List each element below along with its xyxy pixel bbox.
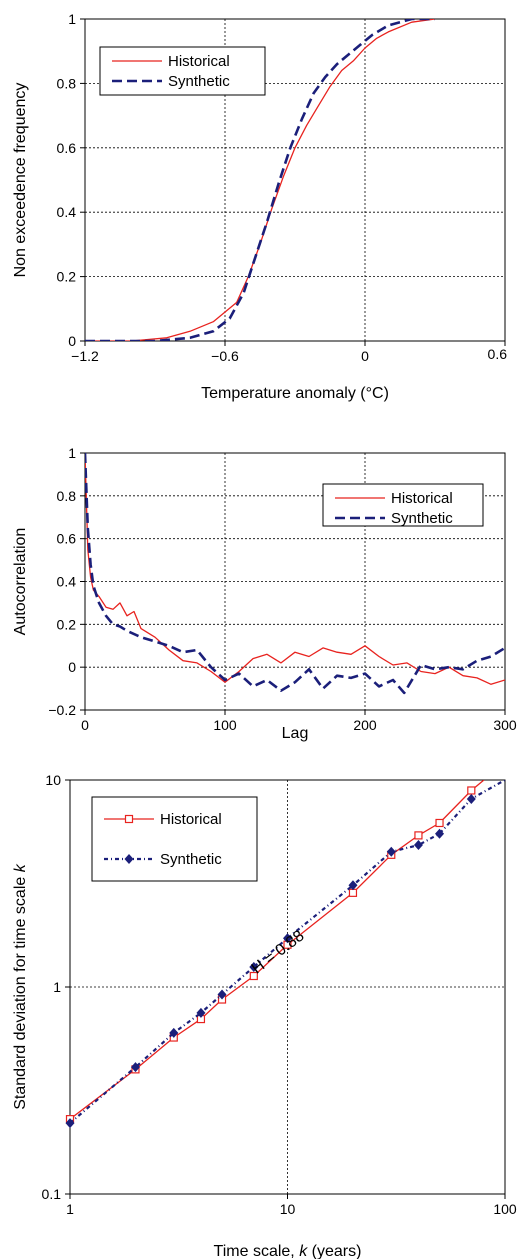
data-point-synthetic [169,1027,179,1038]
legend-label-historical: Historical [160,811,222,828]
y-tick-label: 0.8 [57,75,77,91]
legend-label-synthetic: Synthetic [391,510,453,527]
chart-2: −0.2 0 0.2 0.4 0.6 0.8 1 0 100 200 300 Lag Autocorre… [12,445,517,742]
y-tick-label: 0 [68,659,76,675]
series-line-synthetic [85,453,505,695]
legend: Historical Synthetic [99,46,266,96]
series-line-synthetic [85,19,435,341]
x-tick-label: 200 [353,717,377,733]
data-point-synthetic [283,933,292,944]
y-tick-label: 0.6 [57,140,77,156]
legend-label-synthetic: Synthetic [168,73,230,90]
y-tick-label: 10 [45,772,61,788]
y-tick-label: 0.6 [57,531,77,547]
y-tick-label: 1 [53,979,61,995]
y-axis-label: Non exceedence frequency [12,83,29,278]
data-point-historical [249,971,258,981]
chart-1: 0 0.2 0.4 0.6 0.8 1 −1.2 −0.6 0 0.6 Temperature an… [12,11,507,402]
x-axis-label: Time scale, k (years) [214,1243,362,1259]
series-line-historical [85,453,505,685]
y-tick-label: 1 [68,11,76,27]
series-line-historical [85,19,436,341]
y-axis-label: Autocorrelation [12,528,29,636]
x-tick-label: 10 [280,1201,296,1217]
x-tick-label: −0.6 [211,348,239,364]
y-tick-label: 0.2 [57,616,77,632]
data-point-synthetic [65,1118,75,1129]
x-axis-label-part: (years) [307,1243,361,1259]
data-point-synthetic [413,840,423,851]
data-point-synthetic [196,1007,206,1018]
data-point-synthetic [217,989,227,1000]
x-tick-label: 1 [66,1201,74,1217]
y-axis-label: Standard deviation for time scale k [12,863,29,1109]
data-point-synthetic [466,793,476,804]
y-tick-label: 0.1 [42,1186,62,1202]
legend-box [322,483,484,527]
legend-box [91,796,258,882]
y-tick-label: 0.4 [57,204,77,220]
data-point-historical [467,786,476,795]
legend-marker-synthetic [124,854,134,864]
legend: Historical Synthetic [322,483,484,527]
data-point-historical [435,818,444,828]
legend-label-synthetic: Synthetic [160,851,222,868]
x-axis-label-part: Time scale, [214,1243,300,1259]
plot-frame [84,18,506,342]
data-point-synthetic [249,961,259,972]
legend-label-historical: Historical [391,490,453,507]
x-axis-label: Lag [282,725,309,742]
y-tick-label: 0.2 [57,269,77,285]
y-tick-label: −0.2 [48,702,76,718]
x-tick-label: 100 [213,717,237,733]
data-point-synthetic [435,828,445,839]
y-tick-label: 0 [68,333,76,349]
data-point-historical [348,888,358,897]
y-tick-label: 0.8 [57,488,77,504]
legend: Historical Synthetic [91,796,258,882]
legend-box [99,46,266,96]
data-point-synthetic [348,880,358,891]
data-point-synthetic [386,846,396,857]
x-axis-label-part: k [299,1243,308,1259]
x-tick-label: 100 [493,1201,517,1217]
x-axis-label: Temperature anomaly (°C) [201,385,389,402]
y-axis-label-part: Standard deviation for time scale [12,872,29,1109]
x-tick-label: 300 [493,717,517,733]
y-axis-label-part: k [12,863,29,872]
x-tick-label: 0 [361,348,369,364]
data-point-historical [414,831,423,840]
legend-marker-historical [124,814,134,824]
x-tick-label: 0 [81,717,89,733]
x-tick-label: −1.2 [71,348,99,364]
legend-label-historical: Historical [168,53,230,70]
y-tick-label: 1 [68,445,76,461]
data-point-synthetic [130,1062,140,1073]
y-tick-label: 0.4 [57,574,77,590]
x-tick-label: 0.6 [488,346,508,362]
